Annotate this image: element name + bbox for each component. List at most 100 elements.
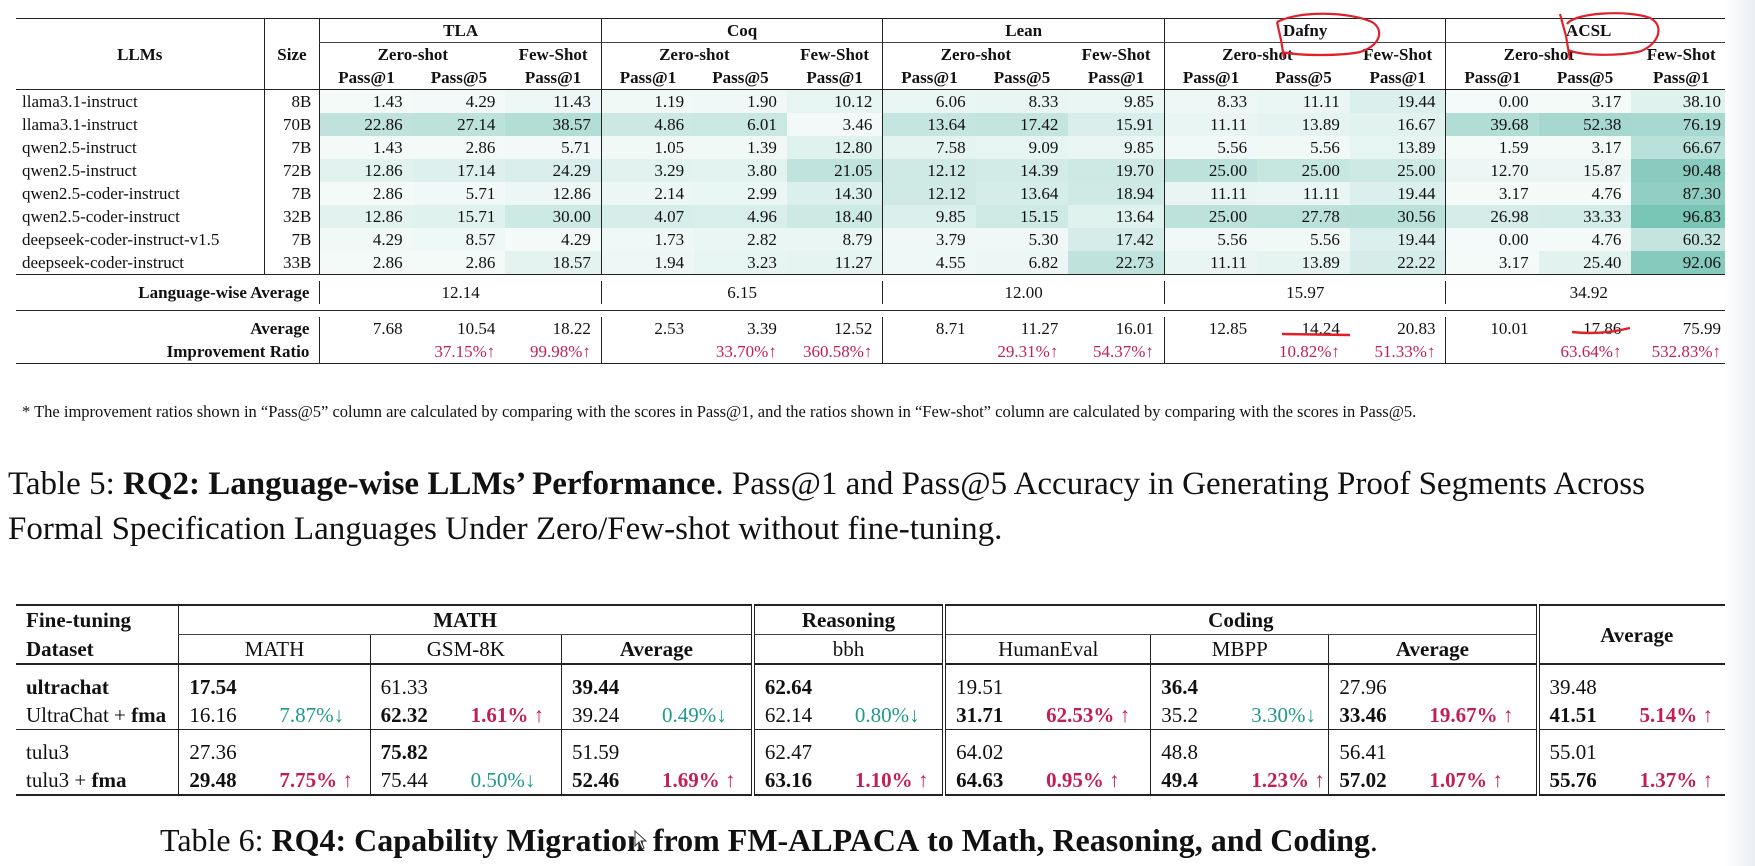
improvement-value: 99.98%↑	[529, 342, 591, 361]
score-value: 55.76	[1549, 768, 1597, 792]
zero-shot-header: Zero-shot	[600, 42, 787, 66]
score-cell: 2.82	[694, 228, 787, 251]
average-value: 2.53	[600, 317, 695, 340]
score-cell: 4.07	[600, 205, 695, 228]
dataset-name-text: UltraChat +	[26, 703, 132, 727]
score-cell: 3.17	[1538, 136, 1632, 159]
score-cell: 2.86	[319, 182, 413, 205]
table-5: LLMs Size TLA Coq Lean Dafny ACSL Zero-s…	[16, 18, 1731, 364]
score-cell: 2.86	[412, 136, 506, 159]
score-cell: 22.73	[1068, 251, 1165, 275]
pass1-header: Pass@1	[524, 68, 582, 87]
model-name: qwen2.5-coder-instruct	[22, 184, 180, 203]
score-cell: 2.99	[694, 182, 787, 205]
change-down: 0.49%↓	[661, 703, 727, 727]
score-cell: 76.19	[1631, 113, 1731, 136]
score-cell: 13.64	[975, 182, 1069, 205]
change-down: 0.50%↓	[470, 768, 536, 792]
score-cell: 52.46 1.69% ↑	[560, 766, 753, 795]
score-cell: 11.11	[1163, 182, 1258, 205]
score-cell: 29.48 7.75% ↑	[178, 766, 371, 795]
score-value: 16.16	[189, 703, 237, 727]
table-5-caption: Table 5: RQ2: Language-wise LLMs’ Perfor…	[8, 462, 1748, 552]
pass1-header: Pass@1	[1652, 68, 1710, 87]
score-value: 63.16	[764, 768, 813, 792]
pass1-header: Pass@1	[1087, 68, 1145, 87]
model-name: qwen2.5-instruct	[22, 138, 137, 157]
score-value: 39.24	[571, 703, 620, 727]
score-cell: 31.71 62.53% ↑	[942, 701, 1151, 730]
score-cell: 66.67	[1631, 136, 1731, 159]
score-cell: 17.42	[1068, 228, 1165, 251]
score-cell: 62.32 1.61% ↑	[369, 701, 562, 730]
score-cell: 30.00	[505, 205, 602, 228]
score-cell: 62.47	[750, 738, 945, 766]
score-cell: 21.05	[786, 159, 883, 182]
score-cell: 15.87	[1538, 159, 1632, 182]
score-value: 55.01	[1549, 740, 1597, 764]
score-cell: 9.85	[1068, 89, 1165, 113]
score-cell: 38.10	[1631, 89, 1731, 113]
score-cell: 6.82	[975, 251, 1069, 275]
improvement-label: Improvement Ratio	[166, 342, 310, 361]
score-cell: 22.86	[319, 113, 413, 136]
table-row: qwen2.5-instruct 72B 12.86 17.14 24.29 3.29 3.…	[16, 159, 1731, 182]
score-cell: 3.17	[1445, 182, 1539, 205]
score-cell: 27.78	[1257, 205, 1350, 228]
score-cell: 11.11	[1257, 89, 1350, 113]
score-cell: 5.56	[1163, 228, 1258, 251]
table-row: deepseek-coder-instruct-v1.5 7B 4.29 8.57 4.…	[16, 228, 1731, 251]
score-cell: 1.59	[1445, 136, 1539, 159]
score-cell: 8.33	[1163, 89, 1258, 113]
score-value: 27.36	[189, 740, 237, 764]
score-cell: 14.39	[975, 159, 1069, 182]
score-cell: 8.33	[975, 89, 1069, 113]
score-cell: 33.46 19.67% ↑	[1328, 701, 1538, 730]
score-cell: 8.57	[412, 228, 506, 251]
score-cell: 11.11	[1257, 182, 1350, 205]
average-value: 8.71	[882, 317, 976, 340]
score-value: 35.2	[1161, 703, 1199, 727]
model-name: deepseek-coder-instruct	[22, 253, 185, 272]
few-shot-header: Few-Shot	[800, 45, 870, 64]
score-cell: 41.51 5.14% ↑	[1535, 701, 1734, 730]
score-cell: 62.14 0.80%↓	[750, 701, 945, 730]
score-value: 62.14	[764, 703, 813, 727]
score-cell: 27.14	[412, 113, 506, 136]
average-value: 17.86	[1583, 319, 1622, 338]
score-cell: 19.51	[942, 673, 1151, 701]
score-cell: 62.64	[750, 673, 945, 701]
score-cell: 13.89	[1349, 136, 1446, 159]
dataset-name-text: tulu3 +	[26, 768, 92, 792]
score-cell: 25.00	[1349, 159, 1446, 182]
score-value: 27.96	[1339, 675, 1387, 699]
score-cell: 4.76	[1538, 182, 1632, 205]
change-down: 3.30%↓	[1251, 703, 1317, 727]
score-value: 19.51	[956, 675, 1004, 699]
score-cell: 48.8	[1150, 738, 1329, 766]
score-cell: 13.89	[1257, 113, 1350, 136]
pass5-header: Pass@5	[1556, 68, 1614, 87]
score-cell: 3.17	[1538, 89, 1632, 113]
dataset-name: tulu3	[16, 738, 179, 766]
improvement-value: 532.83%↑	[1651, 342, 1721, 361]
improvement-up: 1.61% ↑	[470, 703, 545, 727]
score-cell: 1.73	[600, 228, 695, 251]
improvement-up: 1.23% ↑	[1251, 768, 1325, 792]
score-value: 36.4	[1161, 675, 1199, 699]
improvement-up: 0.95% ↑	[1046, 768, 1120, 792]
score-cell: 3.23	[694, 251, 787, 275]
score-cell: 33.33	[1538, 205, 1632, 228]
score-cell: 87.30	[1631, 182, 1731, 205]
spacer-row	[16, 664, 1734, 673]
pass1-header: Pass@1	[319, 66, 413, 90]
few-shot-header: Few-Shot	[1646, 45, 1716, 64]
score-value: 17.54	[189, 675, 237, 699]
score-cell: 4.86	[600, 113, 695, 136]
score-cell: 1.94	[600, 251, 695, 275]
average-value: 7.68	[319, 317, 413, 340]
lang-header-tla: TLA	[319, 18, 602, 43]
score-cell: 7.58	[882, 136, 976, 159]
sub-header-mbpp: MBPP	[1150, 634, 1329, 664]
improvement-empty	[319, 340, 413, 364]
